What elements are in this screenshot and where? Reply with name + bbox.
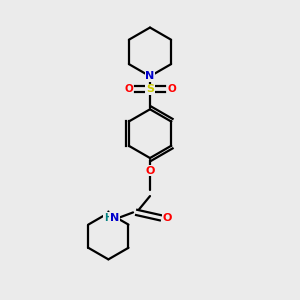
Text: S: S	[146, 84, 154, 94]
Text: N: N	[146, 71, 154, 81]
Text: O: O	[167, 84, 176, 94]
Text: O: O	[124, 84, 133, 94]
Text: N: N	[110, 213, 119, 223]
Text: O: O	[145, 166, 155, 176]
Text: O: O	[162, 213, 172, 223]
Text: H: H	[104, 213, 112, 223]
